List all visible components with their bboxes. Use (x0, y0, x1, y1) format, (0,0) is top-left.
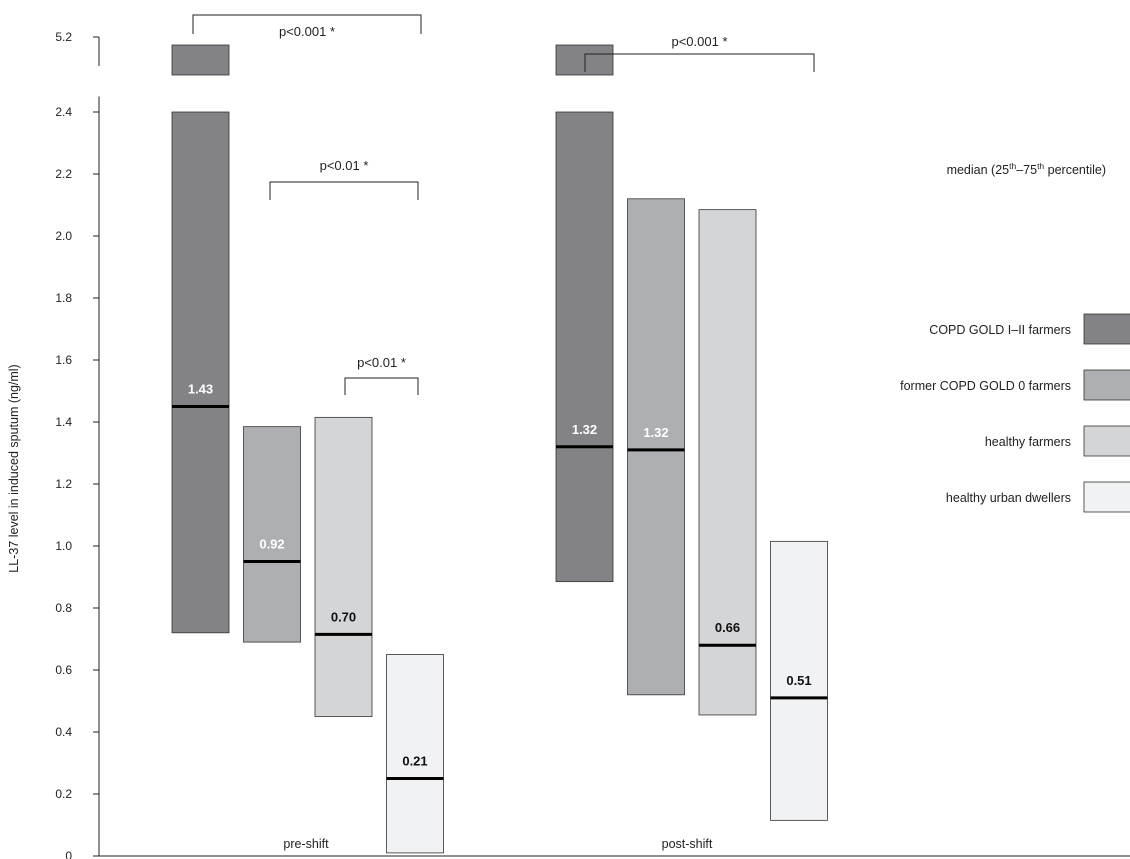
y-tick-label: 0 (65, 849, 72, 859)
y-tick-label: 2.0 (55, 229, 72, 243)
bar (627, 198, 685, 696)
legend-swatch (1083, 425, 1130, 457)
bar (698, 209, 757, 716)
y-tick-label: 0.4 (55, 725, 72, 739)
median-label: 0.51 (786, 673, 811, 688)
group-label: post-shift (662, 837, 713, 851)
significance-label: p<0.01 * (357, 355, 406, 370)
median-label: 1.43 (188, 382, 213, 397)
significance-bracket (269, 181, 419, 200)
legend-title-sup1: th (1009, 161, 1016, 171)
median-label: 0.70 (331, 609, 356, 624)
bar (770, 540, 828, 821)
legend: median (25th–75th percentile) COPD GOLD … (900, 161, 1130, 513)
legend-label: healthy farmers (985, 435, 1071, 449)
significance-brackets: p<0.001 * p<0.01 * p<0.01 * p<0.001 * (192, 14, 815, 395)
bar (243, 426, 301, 643)
significance-bracket (192, 14, 422, 34)
median-label: 0.21 (402, 754, 427, 769)
y-tick-label: 0.6 (55, 663, 72, 677)
y-tick-label: 1.4 (55, 415, 72, 429)
y-tick-label: 0.8 (55, 601, 72, 615)
y-tick-label: 0.2 (55, 787, 72, 801)
significance-label: p<0.001 * (671, 34, 727, 49)
legend-swatch (1083, 481, 1130, 513)
legend-swatch (1083, 313, 1130, 345)
y-tick-label: 1.6 (55, 353, 72, 367)
y-axis: 0 0.2 0.4 0.6 0.8 1.0 1.2 1.4 1.6 1.8 2.0 2.2 2.4 5.2 (55, 30, 1130, 859)
legend-label: former COPD GOLD 0 farmers (900, 379, 1071, 393)
legend-label: COPD GOLD I–II farmers (929, 323, 1071, 337)
y-tick-label: 1.0 (55, 539, 72, 553)
bar-lower-segment (555, 111, 614, 583)
legend-title-sup2: th (1037, 161, 1044, 171)
significance-label: p<0.01 * (320, 158, 369, 173)
median-label: 1.32 (643, 425, 668, 440)
bar (314, 416, 373, 717)
legend-title: median (25th–75th percentile) (947, 161, 1106, 177)
y-tick-label: 5.2 (55, 30, 72, 44)
bar-lower-segment (171, 111, 230, 634)
median-label: 1.32 (572, 422, 597, 437)
bar (386, 654, 444, 854)
legend-title-mid: –75 (1016, 163, 1037, 177)
legend-title-tail: percentile) (1044, 163, 1106, 177)
significance-label: p<0.001 * (279, 24, 335, 39)
significance-bracket (584, 53, 815, 72)
median-label: 0.66 (715, 620, 740, 635)
bar-upper-segment (171, 44, 230, 76)
legend-title-text: median (25 (947, 163, 1010, 177)
group-label: pre-shift (283, 837, 329, 851)
significance-bracket (344, 377, 419, 395)
bars-layer: 1.43 0.92 0.70 0.21 1.32 1.32 0.66 0.51 (171, 44, 828, 854)
y-tick-label: 2.4 (55, 105, 72, 119)
y-axis-label: LL-37 level in induced sputum (ng/ml) (7, 364, 21, 572)
legend-swatch (1083, 369, 1130, 401)
y-tick-label: 1.8 (55, 291, 72, 305)
median-label: 0.92 (259, 537, 284, 552)
group-labels: pre-shift post-shift (283, 837, 712, 851)
legend-label: healthy urban dwellers (946, 491, 1071, 505)
y-tick-label: 2.2 (55, 167, 72, 181)
y-tick-label: 1.2 (55, 477, 72, 491)
